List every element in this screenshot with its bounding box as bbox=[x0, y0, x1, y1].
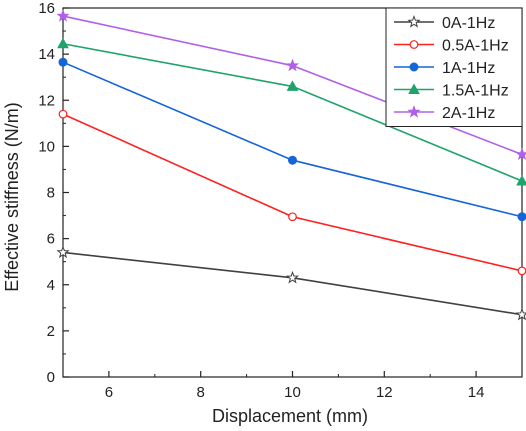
legend-marker bbox=[409, 62, 419, 72]
legend-label: 1A-1Hz bbox=[442, 60, 495, 77]
legend-label: 0.5A-1Hz bbox=[442, 38, 509, 55]
data-point bbox=[288, 155, 297, 165]
data-point bbox=[286, 80, 299, 91]
x-axis-title: Displacement (mm) bbox=[212, 406, 368, 426]
legend-label: 0A-1Hz bbox=[442, 15, 495, 32]
y-axis-title: Effective stiffness (N/m) bbox=[2, 102, 22, 291]
y-axis-ticks: 0 2 4 6 8 10 12 14 16 bbox=[38, 0, 69, 386]
y-tick-label: 16 bbox=[38, 0, 55, 17]
y-tick-label: 0 bbox=[47, 369, 55, 386]
x-tick-label: 6 bbox=[105, 384, 113, 401]
legend: 0A-1Hz 0.5A-1Hz 1A-1Hz 1.5A-1Hz 2A-1Hz bbox=[385, 7, 523, 127]
y-tick-label: 14 bbox=[38, 46, 55, 63]
x-tick-label: 10 bbox=[284, 384, 301, 401]
legend-item: 2A-1Hz bbox=[394, 105, 495, 122]
y-tick-label: 10 bbox=[38, 138, 55, 155]
data-point bbox=[56, 245, 70, 259]
y-tick-label: 8 bbox=[47, 185, 55, 202]
series-1A-1Hz bbox=[58, 57, 526, 222]
x-tick-label: 8 bbox=[197, 384, 205, 401]
legend-marker bbox=[407, 15, 421, 28]
y-tick-label: 6 bbox=[47, 231, 55, 248]
data-point bbox=[56, 9, 70, 22]
y-tick-label: 2 bbox=[47, 323, 55, 340]
series-1.5A-1Hz bbox=[57, 37, 526, 186]
y-tick-label: 12 bbox=[38, 92, 55, 109]
data-point bbox=[515, 147, 526, 161]
data-point bbox=[515, 307, 526, 321]
x-axis-ticks: 6 8 10 12 14 bbox=[62, 371, 523, 401]
data-point bbox=[516, 174, 526, 186]
data-point bbox=[58, 109, 68, 119]
data-point bbox=[57, 37, 69, 49]
x-tick-label: 12 bbox=[376, 384, 393, 401]
legend-label: 2A-1Hz bbox=[442, 105, 495, 122]
legend-marker bbox=[408, 83, 420, 94]
legend-marker bbox=[407, 105, 421, 118]
data-point bbox=[517, 266, 526, 276]
legend-marker bbox=[409, 40, 419, 49]
legend-item: 1.5A-1Hz bbox=[394, 83, 509, 100]
data-point bbox=[288, 212, 297, 222]
legend-item: 1A-1Hz bbox=[394, 60, 495, 77]
legend-item: 0A-1Hz bbox=[394, 15, 495, 32]
series-line bbox=[62, 251, 523, 316]
legend-label: 1.5A-1Hz bbox=[442, 83, 509, 100]
series-line bbox=[62, 113, 523, 272]
x-tick-label: 14 bbox=[468, 384, 485, 401]
data-point bbox=[285, 270, 300, 284]
series-0.5A-1Hz bbox=[58, 109, 526, 276]
legend-item: 0.5A-1Hz bbox=[394, 38, 509, 55]
data-point bbox=[58, 57, 68, 67]
data-point bbox=[285, 58, 300, 72]
series-0A-1Hz bbox=[56, 245, 526, 321]
y-tick-label: 4 bbox=[47, 277, 55, 294]
data-point bbox=[517, 212, 526, 222]
series-layer bbox=[56, 9, 526, 321]
